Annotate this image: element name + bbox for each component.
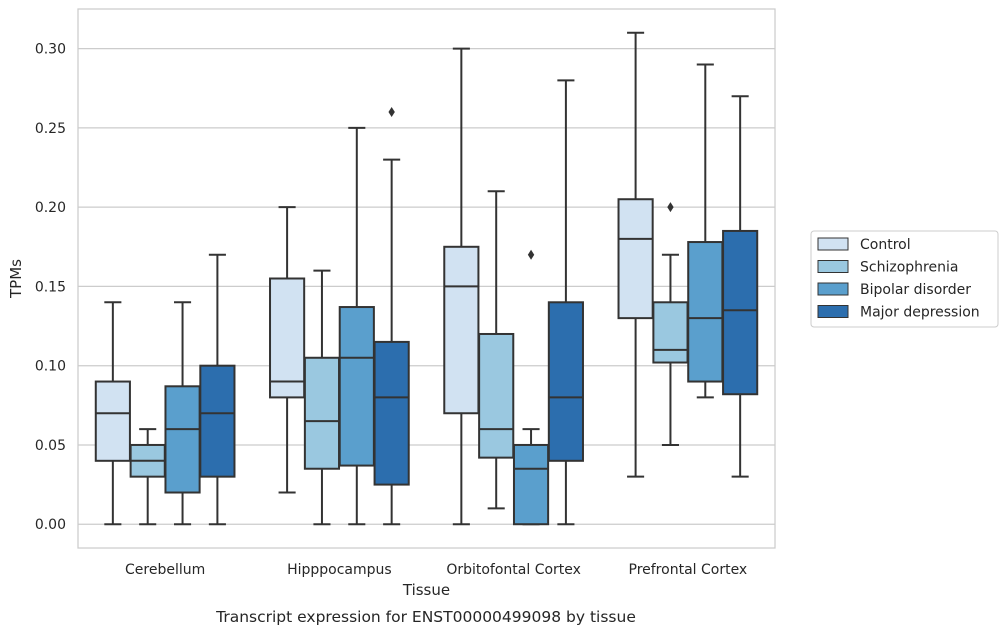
x-tick-label: Cerebellum xyxy=(125,562,205,578)
box-iqr xyxy=(269,277,306,399)
legend-label: Major depression xyxy=(860,305,980,321)
x-tick-label: Orbitofontal Cortex xyxy=(446,562,581,578)
box-series-group xyxy=(94,31,759,526)
box-bipolar-disorder xyxy=(512,249,550,526)
box-schizophrenia xyxy=(478,190,515,510)
box-bipolar-disorder xyxy=(687,63,724,399)
legend-item: Bipolar disorder xyxy=(817,282,971,298)
legend-swatch xyxy=(817,260,849,273)
box-control xyxy=(443,47,480,526)
box-schizophrenia xyxy=(303,269,341,526)
y-tick-label: 0.30 xyxy=(35,42,66,58)
box-iqr xyxy=(547,301,584,462)
plot-area xyxy=(77,8,776,549)
y-tick-label: 0.15 xyxy=(35,279,66,295)
box-iqr xyxy=(199,364,236,478)
legend-swatch xyxy=(817,282,849,296)
x-tick-label: Prefrontal Cortex xyxy=(629,562,748,578)
legend-item: Schizophrenia xyxy=(817,260,958,276)
box-bipolar-disorder xyxy=(338,126,375,526)
box-iqr xyxy=(94,380,131,462)
legend: Control Schizophrenia Bipolar disorder Majo… xyxy=(810,230,999,328)
outlier-point xyxy=(667,202,674,213)
box-iqr xyxy=(617,198,654,320)
y-tick-label: 0.25 xyxy=(35,121,66,137)
box-major-depression xyxy=(722,95,759,478)
box-major-depression xyxy=(373,107,410,526)
y-axis-label: TPMs xyxy=(7,259,25,299)
legend-item: Major depression xyxy=(817,305,980,321)
y-tick-label: 0.00 xyxy=(35,517,66,533)
box-iqr xyxy=(687,241,724,383)
box-iqr xyxy=(722,229,759,396)
box-major-depression xyxy=(547,79,584,526)
box-iqr xyxy=(338,306,375,467)
box-schizophrenia xyxy=(652,202,689,446)
legend-label: Bipolar disorder xyxy=(860,282,971,298)
box-control xyxy=(269,206,306,494)
y-tick-label: 0.20 xyxy=(35,200,66,216)
box-control xyxy=(617,31,654,478)
box-iqr xyxy=(512,443,550,526)
legend-label: Schizophrenia xyxy=(860,260,958,276)
legend-frame xyxy=(810,230,999,328)
box-iqr xyxy=(373,340,410,486)
box-schizophrenia xyxy=(129,428,166,526)
box-iqr xyxy=(303,356,341,470)
legend-swatch xyxy=(817,305,849,318)
box-iqr xyxy=(164,385,201,494)
y-tick-label: 0.05 xyxy=(35,438,66,454)
legend-swatch xyxy=(817,237,849,251)
box-iqr xyxy=(478,332,515,459)
box-major-depression xyxy=(199,253,236,526)
box-iqr xyxy=(443,245,480,415)
outlier-point xyxy=(388,107,395,118)
legend-label: Control xyxy=(860,237,911,253)
x-tick-label: Hipppocampus xyxy=(287,562,392,578)
legend-item: Control xyxy=(817,237,911,253)
outlier-point xyxy=(527,249,535,260)
x-axis-label: Tissue xyxy=(402,581,450,599)
box-bipolar-disorder xyxy=(164,301,201,526)
x-axis-ticks: Cerebellum Hipppocampus Orbitofontal Corte… xyxy=(125,562,747,578)
box-iqr xyxy=(652,301,689,364)
y-tick-label: 0.10 xyxy=(35,359,66,375)
y-axis-ticks: 0.00 0.05 0.10 0.15 0.20 0.25 0.30 xyxy=(35,42,66,534)
chart-caption: Transcript expression for ENST0000049909… xyxy=(215,608,636,626)
box-control xyxy=(94,301,131,526)
